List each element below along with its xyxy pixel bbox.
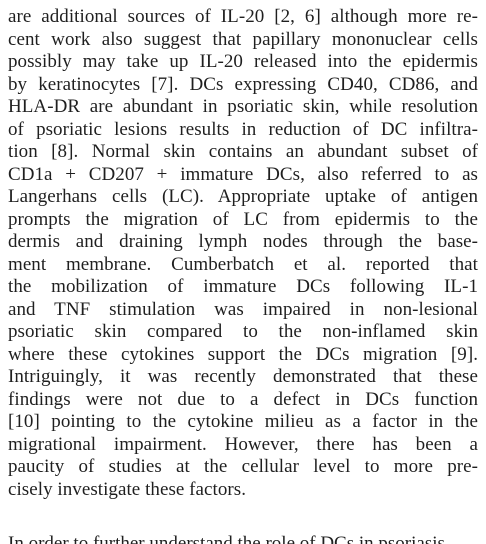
text-line: of psoriatic lesions results in reductio… — [8, 118, 478, 140]
text-line: paucity of studies at the cellular level… — [8, 456, 478, 477]
text-line: possibly may take up IL-20 released into… — [8, 51, 478, 72]
text-line: and TNF stimulation was impaired in non-… — [8, 298, 478, 320]
text-line: where these cytokines support the DCs mi… — [8, 343, 478, 365]
text-line: prompts the migration of LC from epiderm… — [8, 208, 478, 230]
text-line: ment membrane. Cumberbatch et al. report… — [8, 253, 478, 275]
text-line: the mobilization of immature DCs followi… — [8, 276, 478, 297]
text-line: [10] pointing to the cytokine milieu as … — [8, 411, 478, 432]
text-line: CD1a + CD207 + immature DCs, also referr… — [8, 163, 478, 185]
text-line-last: cisely investigate these factors. — [8, 478, 247, 500]
text-line: cent work also suggest that papillary mo… — [8, 28, 478, 50]
text-line: HLA-DR are abundant in psoriatic skin, w… — [8, 96, 478, 117]
cropped-next-line: In order to further understand the role … — [8, 533, 445, 544]
text-line: psoriatic skin compared to the non-infla… — [8, 321, 478, 342]
text-line: by keratinocytes [7]. DCs expressing CD4… — [8, 73, 478, 95]
text-line: are additional sources of IL-20 [2, 6] a… — [8, 6, 478, 27]
text-line: Intriguingly, it was recently demonstrat… — [8, 366, 478, 387]
body-paragraph: are additional sources of IL-20 [2, 6] a… — [8, 6, 478, 501]
text-line: tion [8]. Normal skin contains an abunda… — [8, 141, 478, 162]
text-line: findings were not due to a defect in DCs… — [8, 388, 478, 410]
text-line: migrational impairment. However, there h… — [8, 433, 478, 455]
text-line: dermis and draining lymph nodes through … — [8, 231, 478, 252]
text-line: Langerhans cells (LC). Appropriate uptak… — [8, 186, 478, 207]
